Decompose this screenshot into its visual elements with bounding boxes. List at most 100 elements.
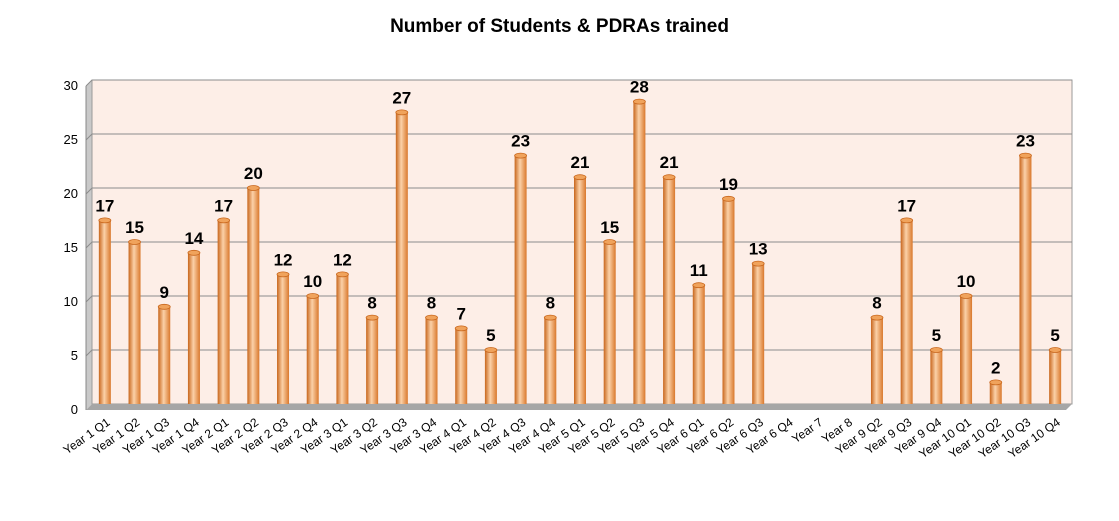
bar-body xyxy=(247,188,260,404)
data-label: 20 xyxy=(244,164,263,183)
data-label: 8 xyxy=(872,294,881,313)
data-label: 21 xyxy=(660,153,679,172)
bar-body xyxy=(395,112,408,405)
data-label: 21 xyxy=(571,153,590,172)
gridline-side xyxy=(85,187,93,195)
bar-cap xyxy=(929,347,943,353)
data-label: 17 xyxy=(214,196,233,215)
bar xyxy=(395,109,409,405)
bar xyxy=(454,325,468,404)
gridline-side xyxy=(85,241,93,249)
bar-body xyxy=(277,274,290,404)
bar-body xyxy=(217,220,230,404)
bar-cap xyxy=(870,314,884,321)
bar-cap xyxy=(395,109,409,116)
data-label: 12 xyxy=(333,250,352,269)
bar-body xyxy=(1019,155,1032,404)
y-tick-label: 30 xyxy=(64,78,78,93)
gridline-side xyxy=(85,133,93,141)
bar-body xyxy=(960,296,973,404)
bar xyxy=(1048,347,1062,404)
data-label: 19 xyxy=(719,175,738,194)
bar-body xyxy=(128,242,141,404)
bar-cap xyxy=(306,293,320,299)
bar-body xyxy=(574,177,586,404)
bar-cap xyxy=(276,271,290,278)
bar xyxy=(543,314,557,404)
bar-body xyxy=(692,285,705,404)
bars-group xyxy=(98,98,1062,405)
data-label: 15 xyxy=(125,218,144,237)
data-label: 23 xyxy=(1016,132,1035,151)
bar-cap xyxy=(722,195,735,202)
bar-cap xyxy=(1048,347,1062,353)
bar-body xyxy=(1049,350,1062,404)
bar-cap xyxy=(573,174,587,181)
bar xyxy=(662,174,676,404)
bar xyxy=(989,379,1003,404)
bar-cap xyxy=(336,271,349,278)
floor xyxy=(86,404,1072,410)
bar-cap xyxy=(217,217,231,224)
data-label: 5 xyxy=(486,326,495,345)
bar xyxy=(157,303,171,404)
data-label: 8 xyxy=(546,294,555,313)
x-tick-label: Year 7 xyxy=(789,415,825,446)
y-tick-label: 0 xyxy=(71,402,78,417)
bar-cap xyxy=(454,325,468,332)
bar-cap xyxy=(157,303,171,310)
bar-cap xyxy=(128,239,141,245)
bar xyxy=(306,293,320,404)
bar xyxy=(425,314,438,404)
data-label: 11 xyxy=(690,261,708,280)
data-label: 13 xyxy=(749,240,768,259)
bar-body xyxy=(455,328,468,404)
y-tick-label: 5 xyxy=(71,348,78,363)
bar xyxy=(870,314,884,404)
bar xyxy=(128,239,141,404)
bar-body xyxy=(870,317,883,404)
bar-body xyxy=(514,155,527,404)
bar xyxy=(336,271,349,404)
bar-cap xyxy=(365,314,379,321)
bar-body xyxy=(336,274,349,404)
bar-body xyxy=(603,242,616,404)
y-tick-label: 10 xyxy=(64,294,78,309)
bar-body xyxy=(900,220,913,404)
bar-cap xyxy=(246,185,260,191)
bar xyxy=(514,152,528,404)
bar xyxy=(187,249,201,404)
y-tick-label: 15 xyxy=(64,240,78,255)
bar-body xyxy=(187,252,200,404)
data-labels: 1715914172012101282787523821152821111913… xyxy=(95,78,1059,378)
bar xyxy=(573,174,587,404)
bar-cap xyxy=(484,347,498,353)
bar-cap xyxy=(543,314,557,321)
bar-cap xyxy=(1019,152,1032,159)
y-tick-label: 25 xyxy=(64,132,78,147)
data-label: 8 xyxy=(427,294,436,313)
bar-cap xyxy=(98,217,112,224)
gridline-side xyxy=(85,79,93,87)
bar xyxy=(959,293,973,404)
bar xyxy=(722,195,735,404)
bar-cap xyxy=(632,98,646,105)
bar xyxy=(603,239,617,404)
data-label: 10 xyxy=(303,272,322,291)
bar-body xyxy=(484,350,497,404)
bar-cap xyxy=(662,174,676,181)
data-label: 5 xyxy=(932,326,941,345)
bar xyxy=(276,271,290,404)
bar-cap xyxy=(187,249,201,256)
data-label: 5 xyxy=(1050,326,1059,345)
bar-cap xyxy=(989,379,1003,386)
bar-cap xyxy=(751,260,765,267)
bar-body xyxy=(98,220,111,404)
bar xyxy=(246,185,260,404)
bar-body xyxy=(425,317,438,404)
y-tick-label: 20 xyxy=(64,186,78,201)
bar-body xyxy=(722,198,735,404)
gridline-side xyxy=(85,349,93,357)
bar-cap xyxy=(425,314,438,321)
